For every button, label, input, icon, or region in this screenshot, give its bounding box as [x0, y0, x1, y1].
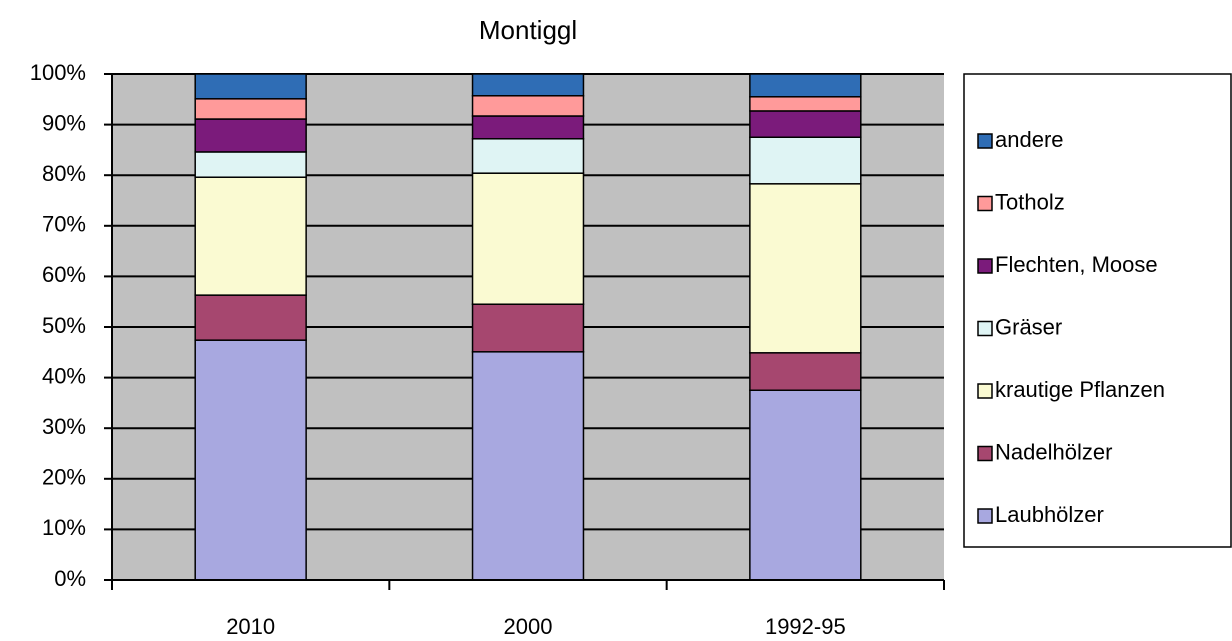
- bar-segment: [471, 303, 585, 353]
- bar-segment: [471, 115, 585, 140]
- legend-swatch: [977, 383, 993, 399]
- y-tick-label: 90%: [42, 110, 86, 135]
- bar-segment: [194, 118, 307, 153]
- bar-segment: [749, 110, 862, 139]
- legend-label: Laubhölzer: [995, 502, 1104, 527]
- y-tick-label: 80%: [42, 161, 86, 186]
- y-tick-label: 20%: [42, 465, 86, 490]
- y-tick-label: 30%: [42, 414, 86, 439]
- legend-swatch: [977, 258, 993, 274]
- legend-label: Flechten, Moose: [995, 252, 1158, 277]
- bar-segment: [194, 294, 307, 341]
- y-tick-label: 40%: [42, 363, 86, 388]
- legend-label: andere: [995, 127, 1064, 152]
- legend-swatch: [977, 133, 993, 149]
- legend-label: Gräser: [995, 314, 1062, 339]
- bar-segment: [749, 73, 862, 98]
- legend-swatch: [977, 508, 993, 524]
- y-tick-label: 70%: [42, 212, 86, 237]
- bar-segment: [471, 351, 585, 581]
- x-tick-label: 2000: [504, 614, 553, 639]
- bar-segment: [471, 73, 585, 97]
- legend-swatch: [977, 320, 993, 337]
- bar-segment: [749, 96, 862, 112]
- bar-segment: [194, 151, 307, 178]
- chart-title: Montiggl: [479, 15, 577, 45]
- legend-swatch: [977, 445, 993, 462]
- bar-segment: [471, 138, 585, 174]
- bar-segment: [194, 73, 307, 100]
- bar-segment: [749, 183, 862, 354]
- legend-label: Nadelhölzer: [995, 439, 1112, 464]
- bar-segment: [749, 136, 862, 185]
- bar-segment: [194, 98, 307, 120]
- y-tick-label: 50%: [42, 313, 86, 338]
- y-tick-label: 10%: [42, 515, 86, 540]
- y-tick-label: 60%: [42, 262, 86, 287]
- bar-segment: [749, 352, 862, 391]
- y-tick-label: 0%: [54, 566, 86, 591]
- bar-segment: [471, 95, 585, 117]
- bar-segment: [194, 176, 307, 296]
- legend-label: krautige Pflanzen: [995, 377, 1165, 402]
- x-tick-label: 1992-95: [765, 614, 846, 639]
- bar-segment: [471, 172, 585, 305]
- bar-segment: [194, 339, 307, 581]
- x-tick-label: 2010: [226, 614, 275, 639]
- y-tick-label: 100%: [30, 60, 86, 85]
- legend-box: [963, 73, 1232, 548]
- legend-label: Totholz: [995, 189, 1065, 214]
- legend-swatch: [977, 195, 993, 212]
- bar-segment: [749, 389, 862, 581]
